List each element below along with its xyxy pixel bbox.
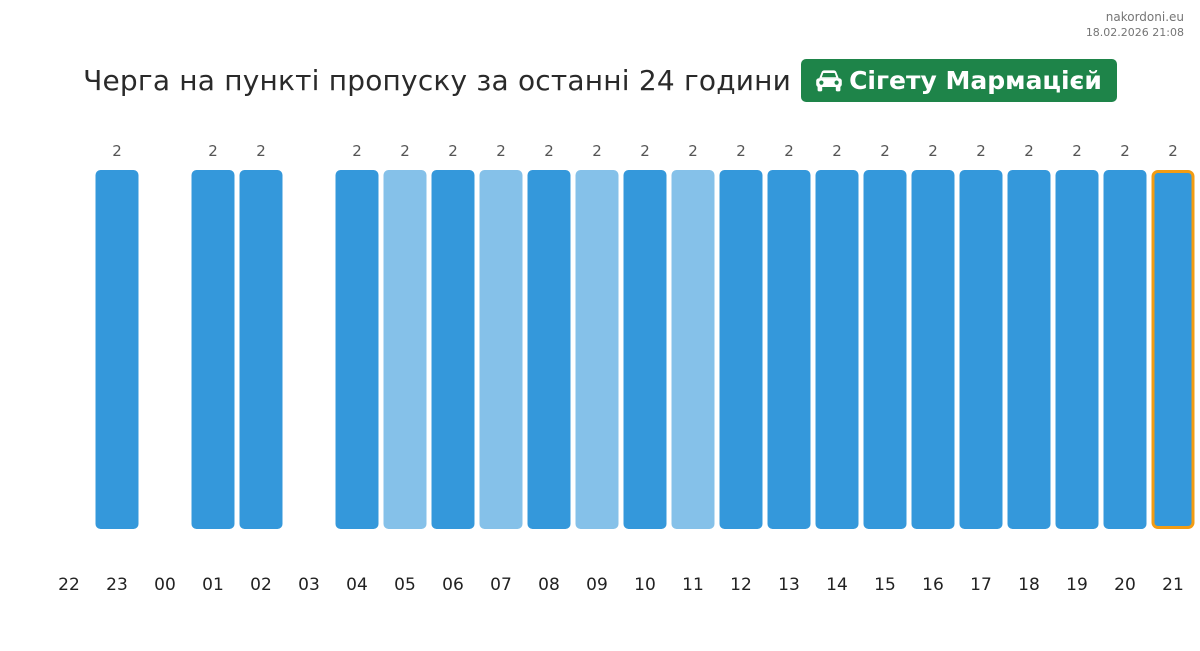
car-icon xyxy=(816,69,842,91)
bar-value-label: 2 xyxy=(208,142,218,160)
chart-header: Черга на пункті пропуску за останні 24 г… xyxy=(0,59,1200,102)
bar xyxy=(863,170,907,529)
bar xyxy=(959,170,1003,529)
value-labels-layer: 2 2 2 2 2 2 2 2 2 2 2 2 2 2 2 2 2 2 2 2 2 xyxy=(112,142,1178,160)
bar-value-label: 2 xyxy=(112,142,122,160)
bar-value-label: 2 xyxy=(592,142,602,160)
hour-label: 15 xyxy=(874,575,896,595)
hour-label: 03 xyxy=(298,575,320,595)
bar xyxy=(191,170,235,529)
hour-labels-layer: 22 23 00 01 02 03 04 05 06 07 08 09 10 11 12 13 14 15 16 17… xyxy=(58,575,1184,595)
bar-value-label: 2 xyxy=(928,142,938,160)
bar-value-label: 2 xyxy=(976,142,986,160)
hour-label: 19 xyxy=(1066,575,1088,595)
hour-label: 17 xyxy=(970,575,992,595)
bar xyxy=(623,170,667,529)
bar-value-label: 2 xyxy=(640,142,650,160)
bar-value-label: 2 xyxy=(1168,142,1178,160)
hour-label: 08 xyxy=(538,575,560,595)
bar-value-label: 2 xyxy=(400,142,410,160)
bar-value-label: 2 xyxy=(1072,142,1082,160)
hour-label: 13 xyxy=(778,575,800,595)
bar xyxy=(719,170,763,529)
hour-label: 10 xyxy=(634,575,656,595)
bar-value-label: 2 xyxy=(880,142,890,160)
hour-label: 01 xyxy=(202,575,224,595)
timestamp: 18.02.2026 21:08 xyxy=(1085,26,1184,39)
source-info: nakordoni.eu 18.02.2026 21:08 xyxy=(1086,9,1184,40)
bar-value-label: 2 xyxy=(832,142,842,160)
bar xyxy=(1007,170,1051,529)
bar-value-label: 2 xyxy=(1120,142,1130,160)
bar xyxy=(239,170,283,529)
hour-label: 16 xyxy=(922,575,944,595)
bar xyxy=(479,170,523,529)
hour-label: 05 xyxy=(394,575,416,595)
hour-label: 14 xyxy=(826,575,848,595)
hour-label: 11 xyxy=(682,575,704,595)
bar-value-label: 2 xyxy=(448,142,458,160)
hour-label: 09 xyxy=(586,575,608,595)
bar-current-hour xyxy=(1151,170,1195,529)
checkpoint-badge: Сігету Мармацієй xyxy=(801,59,1117,102)
bar xyxy=(95,170,139,529)
hour-label: 22 xyxy=(58,575,80,595)
hour-label: 12 xyxy=(730,575,752,595)
site-name: nakordoni.eu xyxy=(1105,10,1184,24)
hour-label: 04 xyxy=(346,575,368,595)
bar xyxy=(431,170,475,529)
bar xyxy=(671,170,715,529)
hour-label: 21 xyxy=(1162,575,1184,595)
bar xyxy=(767,170,811,529)
bar-value-label: 2 xyxy=(352,142,362,160)
hour-label: 06 xyxy=(442,575,464,595)
bar-value-label: 2 xyxy=(688,142,698,160)
hour-label: 23 xyxy=(106,575,128,595)
hour-label: 20 xyxy=(1114,575,1136,595)
bar-value-label: 2 xyxy=(736,142,746,160)
hour-label: 07 xyxy=(490,575,512,595)
bar xyxy=(527,170,571,529)
hour-label: 18 xyxy=(1018,575,1040,595)
bar-value-label: 2 xyxy=(784,142,794,160)
bars-layer xyxy=(95,170,1195,529)
bar xyxy=(383,170,427,529)
bar xyxy=(911,170,955,529)
bar xyxy=(1103,170,1147,529)
bar-value-label: 2 xyxy=(496,142,506,160)
hour-label: 00 xyxy=(154,575,176,595)
checkpoint-name: Сігету Мармацієй xyxy=(849,66,1102,95)
bar xyxy=(1055,170,1099,529)
page-title: Черга на пункті пропуску за останні 24 г… xyxy=(83,64,792,97)
bar xyxy=(575,170,619,529)
bar xyxy=(335,170,379,529)
bar-value-label: 2 xyxy=(1024,142,1034,160)
hour-label: 02 xyxy=(250,575,272,595)
bar xyxy=(815,170,859,529)
bar-value-label: 2 xyxy=(256,142,266,160)
bar-value-label: 2 xyxy=(544,142,554,160)
